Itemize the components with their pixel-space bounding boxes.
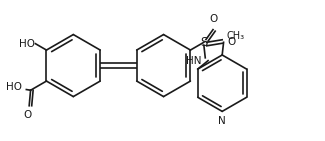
Text: O: O	[23, 110, 31, 120]
Text: N: N	[218, 116, 226, 126]
Text: O: O	[228, 37, 236, 47]
Text: HO: HO	[19, 39, 35, 49]
Text: HO: HO	[6, 82, 22, 92]
Text: CH₃: CH₃	[227, 31, 244, 41]
Text: HN: HN	[186, 56, 201, 66]
Text: S: S	[200, 36, 208, 49]
Text: O: O	[210, 14, 218, 24]
